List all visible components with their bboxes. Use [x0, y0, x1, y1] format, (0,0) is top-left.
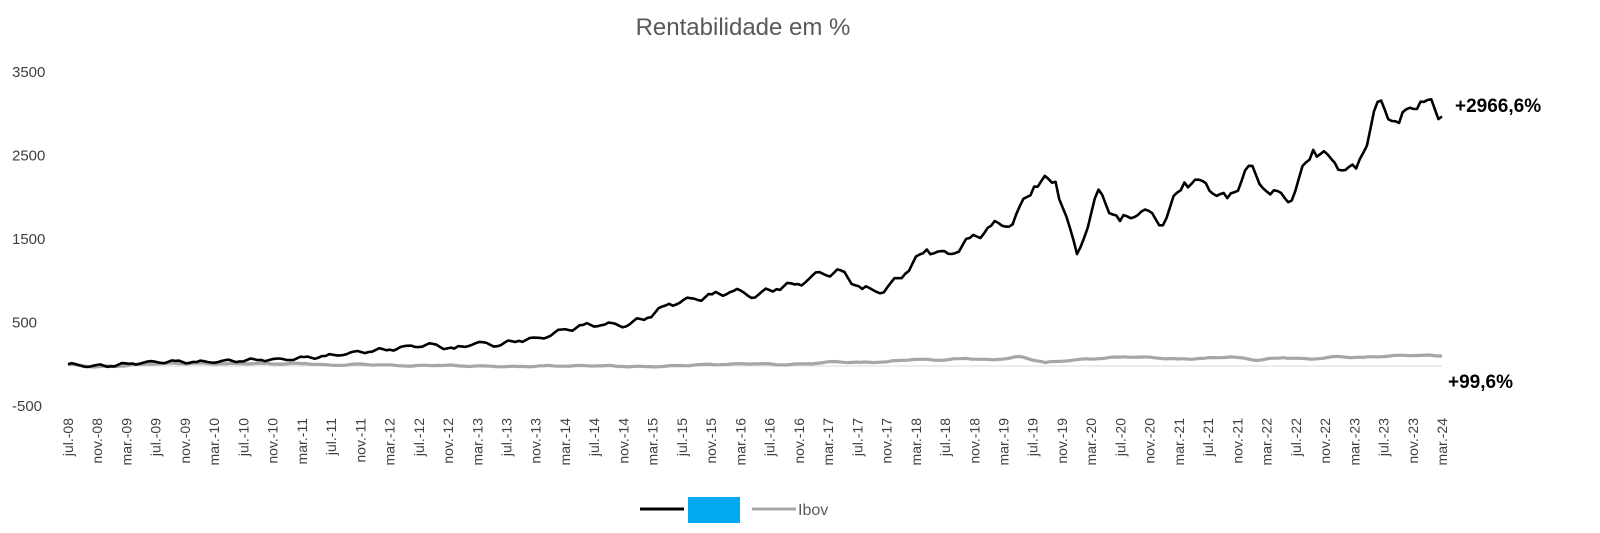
end-labels: +2966,6% +99,6% — [1448, 96, 1541, 393]
y-tick-label: 1500 — [12, 231, 45, 248]
x-tick-label: mar.-23 — [1346, 418, 1362, 466]
end-label-ibov: +99,6% — [1448, 372, 1513, 393]
x-tick-label: nov.-10 — [265, 418, 281, 464]
end-label-portfolio: +2966,6% — [1455, 96, 1541, 117]
legend: Ibov — [640, 497, 828, 523]
x-axis: jul.-08 nov.-08 mar.-09 jul.-09 nov.-09 mar.-… — [60, 418, 1450, 466]
x-tick-label: jul.-16 — [762, 418, 778, 457]
x-tick-label: nov.-22 — [1317, 418, 1333, 464]
x-tick-label: jul.-19 — [1025, 418, 1041, 457]
x-tick-label: jul.-18 — [937, 418, 953, 457]
x-tick-label: nov.-11 — [352, 418, 368, 463]
x-tick-label: mar.-12 — [382, 418, 398, 466]
legend-label-ibov: Ibov — [798, 502, 828, 519]
x-tick-label: jul.-12 — [411, 418, 427, 457]
x-tick-label: jul.-11 — [323, 418, 339, 456]
x-tick-label: mar.-18 — [908, 418, 924, 466]
series-line-portfolio — [67, 98, 1443, 369]
x-tick-label: nov.-18 — [966, 418, 982, 464]
x-tick-label: mar.-13 — [469, 418, 485, 466]
x-tick-label: jul.-23 — [1376, 418, 1392, 457]
x-tick-label: mar.-14 — [557, 418, 573, 466]
x-tick-label: jul.-08 — [60, 418, 76, 457]
x-tick-label: mar.-22 — [1259, 418, 1275, 466]
x-tick-label: nov.-08 — [89, 418, 105, 464]
x-tick-label: jul.-17 — [849, 418, 865, 457]
series-line-ibov — [67, 353, 1443, 369]
x-tick-label: mar.-17 — [820, 418, 836, 466]
legend-redacted-series-name — [688, 497, 740, 523]
x-tick-label: nov.-20 — [1142, 418, 1158, 464]
x-tick-label: nov.-14 — [615, 418, 631, 464]
x-tick-label: jul.-15 — [674, 418, 690, 457]
x-tick-label: jul.-09 — [148, 418, 164, 457]
x-tick-label: nov.-13 — [528, 418, 544, 464]
x-tick-label: mar.-09 — [118, 418, 134, 466]
x-tick-label: mar.-21 — [1171, 418, 1187, 466]
x-tick-label: jul.-14 — [586, 418, 602, 457]
x-tick-label: mar.-11 — [294, 418, 310, 465]
x-tick-label: nov.-12 — [440, 418, 456, 464]
x-tick-label: nov.-16 — [791, 418, 807, 464]
x-tick-label: mar.-20 — [1083, 418, 1099, 466]
x-tick-label: mar.-16 — [732, 418, 748, 466]
x-tick-label: nov.-19 — [1054, 418, 1070, 464]
y-axis: -500 500 1500 2500 3500 — [12, 64, 45, 415]
x-tick-label: jul.-10 — [235, 418, 251, 457]
y-tick-label: 500 — [12, 315, 37, 332]
x-tick-label: jul.-13 — [499, 418, 515, 457]
x-tick-label: jul.-22 — [1288, 418, 1304, 457]
x-tick-label: nov.-21 — [1229, 418, 1245, 464]
x-tick-label: nov.-17 — [879, 418, 895, 464]
x-tick-label: mar.-15 — [645, 418, 661, 466]
y-tick-label: -500 — [12, 398, 42, 415]
x-tick-label: nov.-23 — [1405, 418, 1421, 464]
x-tick-label: nov.-15 — [703, 418, 719, 464]
y-tick-label: 2500 — [12, 148, 45, 165]
x-tick-label: jul.-20 — [1112, 418, 1128, 457]
x-tick-label: mar.-19 — [995, 418, 1011, 466]
y-tick-label: 3500 — [12, 64, 45, 81]
x-tick-label: nov.-09 — [177, 418, 193, 464]
chart-title: Rentabilidade em % — [635, 14, 851, 41]
x-tick-label: jul.-21 — [1200, 418, 1216, 457]
series-layer — [67, 98, 1443, 369]
x-tick-label: mar.-10 — [206, 418, 222, 466]
x-tick-label: mar.-24 — [1434, 418, 1450, 466]
